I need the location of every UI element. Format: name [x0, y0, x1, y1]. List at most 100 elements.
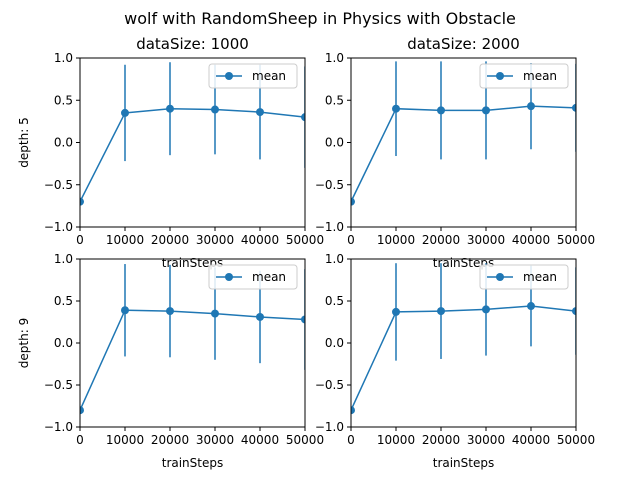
subplot-title: dataSize: 1000: [136, 35, 249, 53]
legend-label: mean: [523, 69, 557, 83]
data-point: [166, 307, 174, 316]
subplot-1: dataSize: 1000 0 10000 20000 30000 40000 50000…: [17, 35, 324, 270]
plot-area: [351, 61, 576, 206]
y-tick-label: 0.0: [54, 336, 73, 350]
y-tick-label: 1.0: [325, 252, 344, 266]
subplot-3: 0 10000 20000 30000 40000 50000 −1.0 −0.5 0.0 0.5…: [17, 252, 324, 470]
x-tick-label: 50000: [557, 433, 595, 447]
data-point: [392, 307, 400, 316]
y-tick-label: −0.5: [315, 178, 344, 192]
x-tick-label: 50000: [286, 433, 324, 447]
x-tick-label: 30000: [467, 433, 505, 447]
series-line-mean: [80, 107, 305, 202]
data-point: [482, 106, 490, 115]
data-point: [527, 102, 535, 111]
figure-title: wolf with RandomSheep in Physics with Ob…: [124, 9, 516, 28]
y-tick-label: 0.5: [325, 93, 344, 107]
x-tick-label: 0: [347, 433, 355, 447]
subplot-2: dataSize: 2000 0 10000 20000 30000 40000 50000…: [315, 35, 595, 270]
legend-box: [208, 63, 298, 89]
legend: mean: [479, 63, 569, 89]
x-tick-label: 30000: [196, 433, 234, 447]
data-point: [351, 406, 355, 415]
legend-box: [479, 264, 569, 290]
data-point: [121, 108, 129, 117]
y-tick-label: −0.5: [44, 178, 73, 192]
y-tick-label: 1.0: [54, 252, 73, 266]
x-tick-label: 0: [347, 233, 355, 247]
x-tick-label: 20000: [422, 433, 460, 447]
x-tick-label: 40000: [512, 233, 550, 247]
series-line-mean: [351, 105, 576, 202]
x-tick-label: 0: [76, 233, 84, 247]
x-tick-label: 10000: [377, 433, 415, 447]
legend-box: [479, 63, 569, 89]
data-point: [301, 315, 305, 324]
data-point: [482, 305, 490, 314]
legend-marker: [225, 72, 233, 80]
legend-marker: [496, 273, 504, 281]
data-point: [256, 312, 264, 321]
data-point: [392, 104, 400, 113]
legend-marker: [496, 72, 504, 80]
x-tick-label: 40000: [241, 433, 279, 447]
y-tick-label: 0.0: [325, 136, 344, 150]
plot-area: [351, 263, 576, 415]
data-point: [166, 104, 174, 113]
y-tick-label: 0.5: [325, 294, 344, 308]
x-tick-label: 30000: [467, 233, 505, 247]
series-line-mean: [351, 305, 576, 411]
x-tick-label: 40000: [241, 233, 279, 247]
y-axis-label: depth: 5: [17, 117, 31, 167]
y-tick-label: 0.0: [54, 136, 73, 150]
x-tick-label: 20000: [422, 233, 460, 247]
y-tick-label: 1.0: [325, 51, 344, 65]
series-line-mean: [80, 309, 305, 411]
data-point: [80, 197, 84, 206]
legend-label: mean: [523, 270, 557, 284]
data-point: [437, 106, 445, 115]
data-point: [572, 307, 576, 316]
legend-label: mean: [252, 270, 286, 284]
y-axis-label: depth: 9: [17, 318, 31, 368]
y-tick-label: 1.0: [54, 51, 73, 65]
data-point: [211, 105, 219, 114]
data-point: [351, 197, 355, 206]
y-tick-label: 0.0: [325, 336, 344, 350]
legend: mean: [208, 63, 298, 89]
legend-box: [208, 264, 298, 290]
x-tick-label: 30000: [196, 233, 234, 247]
subplot-title: dataSize: 2000: [407, 35, 520, 53]
x-tick-label: 50000: [557, 233, 595, 247]
x-tick-label: 20000: [151, 433, 189, 447]
x-tick-label: 0: [76, 433, 84, 447]
x-tick-label: 10000: [106, 233, 144, 247]
x-tick-label: 10000: [377, 233, 415, 247]
x-axis-label: trainSteps: [433, 456, 495, 470]
data-point: [211, 309, 219, 318]
data-point: [527, 302, 535, 311]
legend-label: mean: [252, 69, 286, 83]
plot-area: [80, 62, 305, 206]
legend: mean: [479, 264, 569, 290]
y-tick-label: 0.5: [54, 93, 73, 107]
x-tick-label: 20000: [151, 233, 189, 247]
legend: mean: [208, 264, 298, 290]
x-tick-label: 10000: [106, 433, 144, 447]
y-tick-label: −1.0: [315, 220, 344, 234]
x-tick-label: 50000: [286, 233, 324, 247]
data-point: [121, 306, 129, 315]
data-point: [437, 307, 445, 316]
x-tick-label: 40000: [512, 433, 550, 447]
data-point: [256, 108, 264, 117]
y-tick-label: 0.5: [54, 294, 73, 308]
data-point: [572, 103, 576, 112]
y-tick-label: −1.0: [44, 220, 73, 234]
legend-marker: [225, 273, 233, 281]
data-point: [301, 113, 305, 122]
y-tick-label: −0.5: [44, 378, 73, 392]
data-point: [80, 406, 84, 415]
y-tick-label: −1.0: [44, 420, 73, 434]
y-tick-label: −1.0: [315, 420, 344, 434]
